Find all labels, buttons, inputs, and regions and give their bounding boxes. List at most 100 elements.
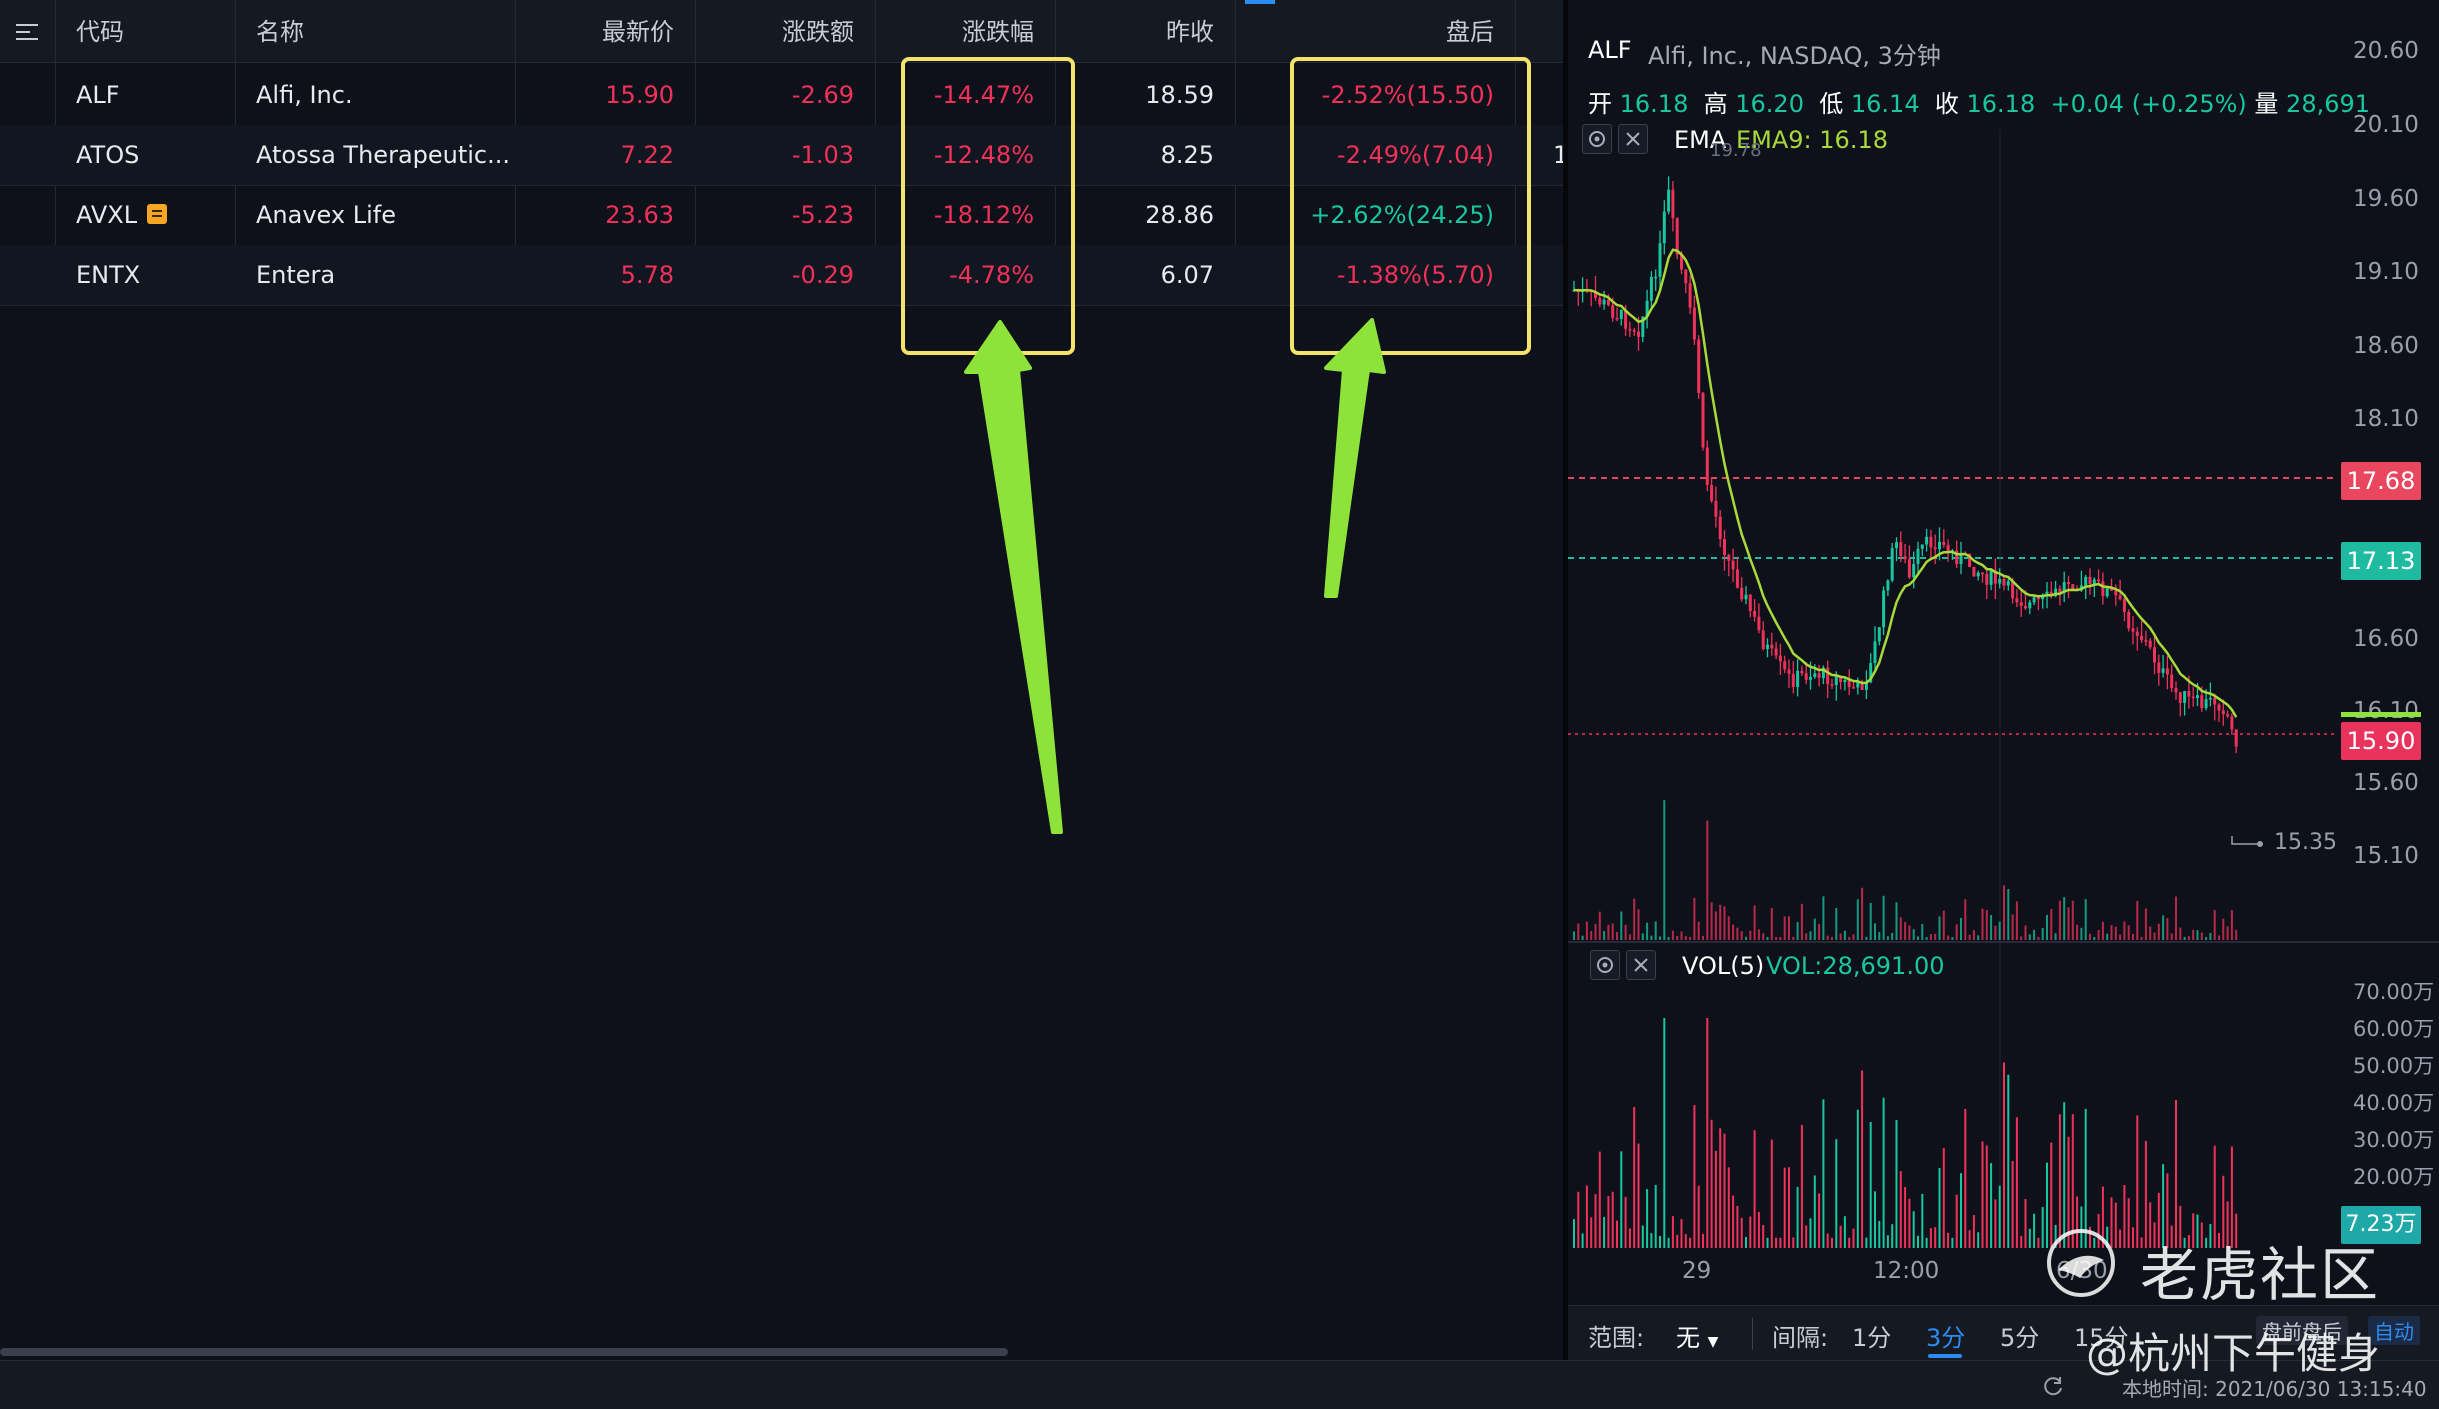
volume-bar <box>2071 1114 2074 1248</box>
volume-bar <box>2192 1213 2195 1248</box>
green-arrow-icon <box>964 320 1063 834</box>
header-last[interactable]: 最新价 <box>602 18 674 46</box>
volume-bar <box>2097 929 2100 940</box>
candle-body <box>1723 539 1726 555</box>
candle-body <box>1968 553 1972 567</box>
candle-body <box>1740 587 1744 600</box>
volume-bar <box>2101 921 2104 940</box>
candle-body <box>1624 310 1628 329</box>
volume-bar <box>2162 1164 2165 1248</box>
candle-body <box>1787 669 1791 674</box>
candle-body <box>1873 641 1877 664</box>
green-arrow-icon <box>1324 318 1386 598</box>
volume-bar <box>1710 1119 1713 1248</box>
interval-15m[interactable]: 15分 <box>2074 1324 2129 1352</box>
header-change-pct[interactable]: 涨跌幅 <box>962 18 1034 46</box>
table-row[interactable]: ENTX Entera 5.78 -0.29 -4.78% 6.07 -1.38… <box>0 245 1563 306</box>
table-row[interactable]: ALF Alfi, Inc. 15.90 -2.69 -14.47% 18.59… <box>0 65 1563 126</box>
candle-body <box>2157 662 2161 673</box>
header-prev-close[interactable]: 昨收 <box>1166 18 1214 46</box>
volume-bar <box>1650 1233 1653 1248</box>
header-name[interactable]: 名称 <box>256 18 304 46</box>
interval-5m[interactable]: 5分 <box>2000 1324 2040 1352</box>
indicator-close-icon[interactable] <box>1618 124 1648 154</box>
table-row[interactable]: ATOS Atossa Therapeutic... 7.22 -1.03 -1… <box>0 125 1568 186</box>
candle-body <box>1718 516 1722 540</box>
interval-label: 间隔: <box>1772 1324 1829 1352</box>
row-after-hours: -1.38%(5.70) <box>1336 261 1494 289</box>
interval-3m[interactable]: 3分 <box>1926 1324 1966 1352</box>
volume-bar <box>2033 929 2036 940</box>
interval-1m[interactable]: 1分 <box>1852 1324 1892 1352</box>
candle-body <box>2226 714 2230 717</box>
volume-bar <box>1869 902 1872 940</box>
volume-bar <box>1998 1185 2001 1248</box>
candle-body <box>1852 687 1855 689</box>
header-code[interactable]: 代码 <box>76 18 124 46</box>
price-axis-label: 15.60 <box>2353 770 2419 796</box>
price-axis-label: 20.10 <box>2353 112 2419 138</box>
candle-body <box>2191 696 2195 699</box>
panel-divider[interactable] <box>1563 0 1568 1360</box>
volume-bar <box>2187 936 2190 940</box>
candle-body <box>1697 339 1701 394</box>
volume-bar <box>1581 1233 1584 1248</box>
volume-bar <box>1766 1237 1769 1248</box>
volume-axis-label: 30.00万 <box>2353 1128 2435 1152</box>
price-axis-label: 15.10 <box>2353 843 2419 869</box>
session-toggle[interactable]: 盘前盘后 <box>2256 1316 2348 1345</box>
candle-body <box>1658 243 1662 277</box>
menu-icon[interactable] <box>16 24 38 40</box>
volume-bar <box>2205 1237 2208 1248</box>
volume-bar <box>2041 1207 2044 1248</box>
volume-bar <box>1848 1237 1851 1248</box>
volume-bar <box>1895 902 1898 940</box>
candle-body <box>2131 628 2135 632</box>
volume-bar <box>2101 1186 2104 1248</box>
volume-bar <box>1620 1151 1623 1248</box>
notes-badge-icon[interactable] <box>147 204 168 224</box>
candle-body <box>1701 393 1705 448</box>
volume-bar <box>1736 927 1739 940</box>
volume-bar <box>2226 1201 2229 1248</box>
candle-body <box>1856 682 1860 688</box>
header-after-hours[interactable]: 盘后 <box>1446 18 1494 46</box>
volume-bar <box>1714 1150 1717 1248</box>
volume-bar <box>2179 1205 2182 1248</box>
candle-body <box>1671 189 1675 219</box>
candlestick-chart[interactable] <box>1568 0 2439 1305</box>
candle-body <box>1727 554 1731 561</box>
volume-close-icon[interactable] <box>1626 950 1656 980</box>
volume-bar <box>2127 925 2130 940</box>
candle-body <box>1748 594 1752 612</box>
candle-body <box>1933 547 1937 550</box>
candle-body <box>2178 692 2182 703</box>
volume-bar <box>1693 1105 1696 1248</box>
indicator-settings-icon[interactable] <box>1582 124 1612 154</box>
volume-bar <box>1985 1145 1988 1248</box>
volume-bar <box>1805 933 1808 940</box>
volume-settings-icon[interactable] <box>1590 950 1620 980</box>
refresh-icon[interactable] <box>2040 1373 2066 1399</box>
candle-body <box>1821 667 1825 679</box>
candle-body <box>1778 655 1782 662</box>
volume-bar <box>1577 923 1580 940</box>
volume-bar <box>1727 1167 1730 1248</box>
auto-scale-button[interactable]: 自动 <box>2368 1316 2420 1345</box>
volume-bar <box>2114 926 2117 940</box>
volume-bar <box>1663 1018 1666 1248</box>
header-change[interactable]: 涨跌额 <box>782 18 854 46</box>
volume-bar <box>2179 927 2182 940</box>
range-select[interactable]: 无 ▼ <box>1676 1324 1719 1352</box>
volume-bar <box>1680 931 1683 940</box>
row-code: ALF <box>76 81 120 109</box>
volume-bar <box>1977 1232 1980 1248</box>
candle-body <box>2118 595 2122 600</box>
watermark-brand: 老虎社区 <box>2140 1241 2381 1309</box>
volume-bar <box>1942 910 1945 940</box>
volume-bar <box>2136 1115 2139 1248</box>
horizontal-scrollbar[interactable] <box>0 1348 1008 1356</box>
volume-bar <box>2123 1184 2126 1248</box>
volume-bar <box>2106 1226 2109 1248</box>
volume-bar <box>1822 1099 1825 1248</box>
